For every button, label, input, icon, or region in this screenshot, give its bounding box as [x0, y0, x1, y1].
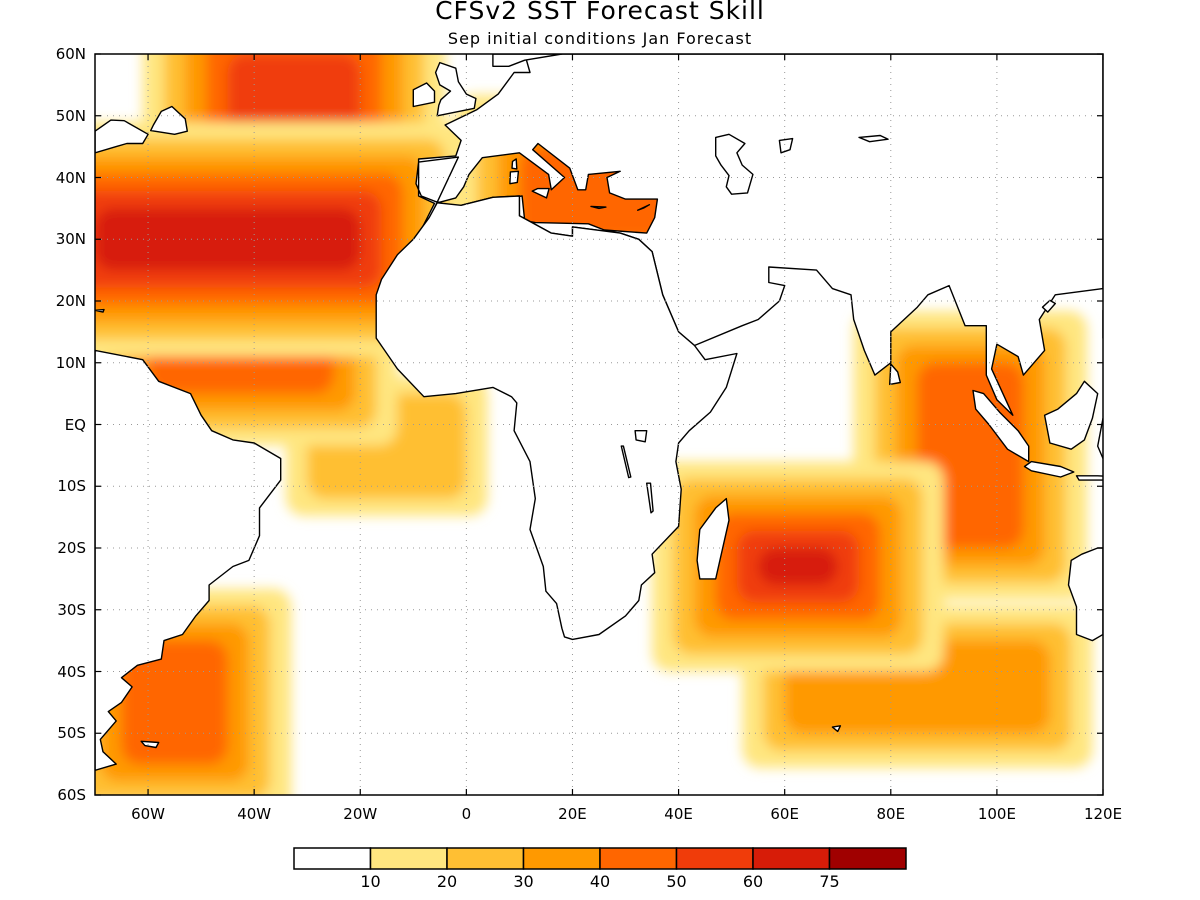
- colorbar-label: 60: [742, 872, 764, 891]
- colorbar-box-3: [522, 847, 601, 870]
- colorbar-label: 50: [666, 872, 687, 891]
- lon-label: 20W: [343, 805, 378, 823]
- madagascar-outline: [696, 497, 730, 580]
- lat-label: 40S: [57, 662, 86, 681]
- colorbar-box-4: [599, 847, 678, 870]
- map-subtitle: Sep initial conditions Jan Forecast: [447, 29, 753, 48]
- skill-region-8-level-60: [758, 548, 838, 586]
- axis-ticks: [95, 53, 1104, 796]
- cyprus-outline: [637, 204, 651, 211]
- lon-label: 120E: [1083, 805, 1123, 823]
- aral-outline: [778, 137, 794, 154]
- lon-label: 60E: [770, 805, 799, 823]
- lat-label: 60N: [55, 45, 86, 63]
- colorbar-label: 40: [589, 872, 611, 891]
- lat-label: 50N: [55, 106, 86, 125]
- lon-label: 40W: [237, 805, 272, 823]
- colorbar-box-6: [752, 847, 831, 870]
- caspian-outline: [715, 133, 754, 195]
- sicily-outline: [531, 187, 550, 199]
- lesser-sunda-islands-outline: [1075, 475, 1103, 481]
- british-isles-outline: [434, 61, 477, 117]
- lat-label: 60S: [57, 786, 86, 804]
- lat-label: 30S: [57, 600, 86, 619]
- lon-label: 20E: [558, 805, 587, 823]
- south-america-outline: [95, 349, 282, 771]
- lake-balkhash-outline: [858, 134, 889, 143]
- crete-outline: [590, 205, 607, 210]
- colorbar-box-2: [446, 847, 525, 870]
- lat-label: 40N: [55, 168, 86, 187]
- colorbar-label: 20: [436, 872, 458, 891]
- lat-label: 10N: [55, 353, 86, 372]
- sri-lanka-outline: [889, 363, 901, 386]
- colorbar-box-5: [675, 847, 754, 870]
- corsica-outline: [511, 158, 518, 170]
- colorbar-label: 30: [513, 872, 534, 891]
- lon-label: 0: [461, 805, 472, 823]
- lon-label: 60W: [131, 805, 165, 823]
- map-title: CFSv2 SST Forecast Skill: [435, 0, 765, 25]
- colorbar-label: 75: [819, 872, 840, 891]
- coastlines: [95, 54, 1103, 771]
- lat-label: EQ: [64, 415, 86, 434]
- ireland-outline: [412, 82, 436, 108]
- kerguelen-outline: [831, 725, 842, 733]
- scandinavia-outline: [492, 54, 563, 67]
- sardinia-outline: [509, 170, 520, 185]
- hainan-outline: [1041, 299, 1056, 313]
- colorbar-box-7: [828, 847, 907, 870]
- falklands-outline: [140, 740, 160, 749]
- lake-tanganyika-outline: [620, 445, 632, 479]
- colorbar: [293, 847, 907, 870]
- skill-region-4-level-40: [121, 640, 228, 765]
- lat-label: 20S: [57, 539, 86, 557]
- lat-label: 30N: [55, 230, 86, 249]
- borneo-outline: [1043, 380, 1099, 450]
- newfoundland-outline: [150, 105, 188, 135]
- lon-label: 40E: [664, 805, 693, 823]
- java-outline: [1023, 460, 1075, 478]
- lon-label: 100E: [977, 805, 1016, 823]
- gridlines: [95, 54, 1103, 795]
- sumatra-outline: [972, 389, 1030, 463]
- sulawesi-outline: [1097, 417, 1103, 460]
- skill-shading: [95, 54, 1093, 795]
- lake-malawi-outline: [646, 482, 654, 514]
- lake-victoria-outline: [634, 430, 648, 443]
- colorbar-box-1: [369, 847, 448, 870]
- lat-label: 50S: [57, 724, 86, 743]
- australia-west-outline: [1067, 547, 1103, 642]
- cuba-caribbean-outline: [95, 308, 105, 313]
- lat-label: 20N: [55, 292, 86, 310]
- north-america-outline: [95, 119, 149, 154]
- lon-label: 80E: [876, 805, 906, 823]
- colorbar-label: 10: [360, 872, 381, 891]
- lat-label: 10S: [57, 477, 86, 496]
- colorbar-box-0: [293, 847, 372, 870]
